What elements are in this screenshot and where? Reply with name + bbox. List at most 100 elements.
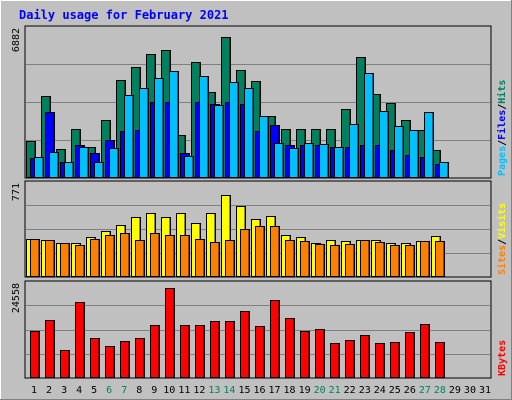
bar-pages-day-6 bbox=[109, 148, 119, 178]
bar-sites-day-16 bbox=[255, 226, 265, 277]
bar-sites-day-24 bbox=[375, 242, 385, 277]
bar-sites-day-9 bbox=[150, 233, 160, 277]
panel-middle: 771 Sites/Visits bbox=[11, 180, 508, 278]
x-tick-label-day-5: 5 bbox=[91, 385, 97, 396]
panel-top-legend: Pages/Files/Hits bbox=[496, 80, 508, 176]
x-tick-label-day-7: 7 bbox=[121, 385, 127, 396]
bar-sites-day-12 bbox=[195, 239, 205, 277]
bar-sites-day-25 bbox=[390, 245, 400, 277]
x-tick-label-day-13: 13 bbox=[208, 385, 220, 396]
x-tick-label-day-19: 19 bbox=[299, 385, 311, 396]
x-tick-label-day-31: 31 bbox=[479, 385, 491, 396]
bar-pages-day-7 bbox=[124, 95, 134, 178]
panel-middle-ymax-label: 771 bbox=[11, 183, 22, 201]
legend-sites: Sites bbox=[496, 245, 508, 275]
bar-kbytes-day-17 bbox=[270, 300, 280, 378]
bar-sites-day-11 bbox=[180, 235, 190, 277]
bar-kbytes-day-8 bbox=[135, 338, 145, 378]
x-tick-label-day-1: 1 bbox=[31, 385, 37, 396]
x-tick-label-day-25: 25 bbox=[389, 385, 401, 396]
bar-kbytes-day-26 bbox=[405, 332, 415, 378]
x-tick-label-day-22: 22 bbox=[344, 385, 356, 396]
bar-pages-day-10 bbox=[169, 71, 179, 178]
bar-pages-day-15 bbox=[244, 88, 254, 178]
bar-kbytes-day-16 bbox=[255, 326, 265, 378]
bar-sites-day-27 bbox=[420, 241, 430, 277]
legend-files: Files bbox=[496, 110, 508, 140]
bar-kbytes-day-11 bbox=[180, 325, 190, 378]
bar-pages-day-16 bbox=[259, 116, 269, 178]
x-tick-label-day-3: 3 bbox=[61, 385, 67, 396]
x-axis-labels: 1 2 3 4 5 6 7 8 9 10 11 12 13 14 15 16 17 18 19 20 21 22 23 24 2… bbox=[31, 385, 491, 396]
x-tick-label-day-29: 29 bbox=[449, 385, 461, 396]
bar-sites-day-7 bbox=[120, 233, 130, 277]
legend-kbytes: KBytes bbox=[497, 340, 508, 376]
bar-kbytes-day-20 bbox=[315, 329, 325, 378]
bar-kbytes-day-21 bbox=[330, 343, 340, 378]
bar-sites-day-4 bbox=[75, 245, 85, 277]
bar-sites-day-15 bbox=[240, 229, 250, 277]
bar-pages-day-19 bbox=[304, 143, 314, 178]
x-tick-label-day-2: 2 bbox=[46, 385, 52, 396]
bar-pages-day-28 bbox=[439, 162, 449, 178]
x-tick-label-day-24: 24 bbox=[374, 385, 386, 396]
bar-pages-day-22 bbox=[349, 124, 359, 178]
x-tick-label-day-20: 20 bbox=[314, 385, 326, 396]
x-tick-label-day-30: 30 bbox=[464, 385, 476, 396]
panel-top-ymax-label: 6882 bbox=[11, 28, 22, 52]
bar-pages-day-1 bbox=[34, 157, 44, 178]
bar-pages-day-4 bbox=[79, 147, 89, 178]
bar-sites-day-26 bbox=[405, 245, 415, 277]
legend-visits: Visits bbox=[496, 203, 508, 239]
x-tick-label-day-15: 15 bbox=[238, 385, 250, 396]
bar-kbytes-day-9 bbox=[150, 325, 160, 378]
x-tick-label-day-27: 27 bbox=[419, 385, 431, 396]
bar-pages-day-3 bbox=[64, 162, 74, 178]
bar-kbytes-day-6 bbox=[105, 346, 115, 378]
x-tick-label-day-4: 4 bbox=[76, 385, 82, 396]
panel-bottom-legend: KBytes bbox=[497, 340, 508, 376]
bar-kbytes-day-27 bbox=[420, 324, 430, 378]
legend-separator: / bbox=[497, 239, 508, 245]
x-tick-label-day-17: 17 bbox=[269, 385, 281, 396]
bar-sites-day-21 bbox=[330, 245, 340, 277]
bar-sites-day-6 bbox=[105, 235, 115, 277]
bar-kbytes-day-1 bbox=[30, 331, 40, 378]
bar-kbytes-day-10 bbox=[165, 288, 175, 378]
bar-sites-day-5 bbox=[90, 239, 100, 277]
bar-sites-day-17 bbox=[270, 226, 280, 277]
bar-kbytes-day-7 bbox=[120, 341, 130, 378]
bar-sites-day-8 bbox=[135, 240, 145, 277]
chart-panels: 6882Pages/Files/Hits771Sites/Visits24558… bbox=[11, 25, 508, 379]
legend-separator: / bbox=[497, 140, 508, 146]
bar-kbytes-day-19 bbox=[300, 331, 310, 378]
bar-pages-day-21 bbox=[334, 147, 344, 178]
bar-kbytes-day-2 bbox=[45, 320, 55, 378]
bar-pages-day-25 bbox=[394, 126, 404, 178]
legend-separator: / bbox=[497, 104, 508, 110]
bar-sites-day-14 bbox=[225, 240, 235, 277]
x-tick-label-day-23: 23 bbox=[359, 385, 371, 396]
bar-sites-day-3 bbox=[60, 243, 70, 277]
panel-top: 6882 Pages/Files/Hits bbox=[11, 25, 508, 179]
panel-bottom: 24558 KBytes bbox=[11, 280, 508, 379]
bar-sites-day-18 bbox=[285, 240, 295, 277]
x-tick-label-day-10: 10 bbox=[163, 385, 175, 396]
bar-pages-day-24 bbox=[379, 111, 389, 178]
bar-kbytes-day-18 bbox=[285, 318, 295, 378]
legend-pages: Pages bbox=[497, 146, 508, 176]
bar-kbytes-day-23 bbox=[360, 335, 370, 378]
bar-kbytes-day-5 bbox=[90, 338, 100, 378]
bar-pages-day-23 bbox=[364, 73, 374, 178]
bar-pages-day-20 bbox=[319, 144, 329, 178]
panel-middle-legend: Sites/Visits bbox=[496, 203, 508, 275]
bar-sites-day-13 bbox=[210, 242, 220, 277]
bar-pages-day-18 bbox=[289, 148, 299, 178]
chart-title: Daily usage for February 2021 bbox=[19, 8, 229, 22]
x-tick-label-day-6: 6 bbox=[106, 385, 112, 396]
bar-kbytes-day-12 bbox=[195, 325, 205, 378]
bar-kbytes-day-13 bbox=[210, 321, 220, 378]
x-tick-label-day-8: 8 bbox=[136, 385, 142, 396]
bar-kbytes-day-15 bbox=[240, 311, 250, 378]
bar-sites-day-22 bbox=[345, 244, 355, 277]
